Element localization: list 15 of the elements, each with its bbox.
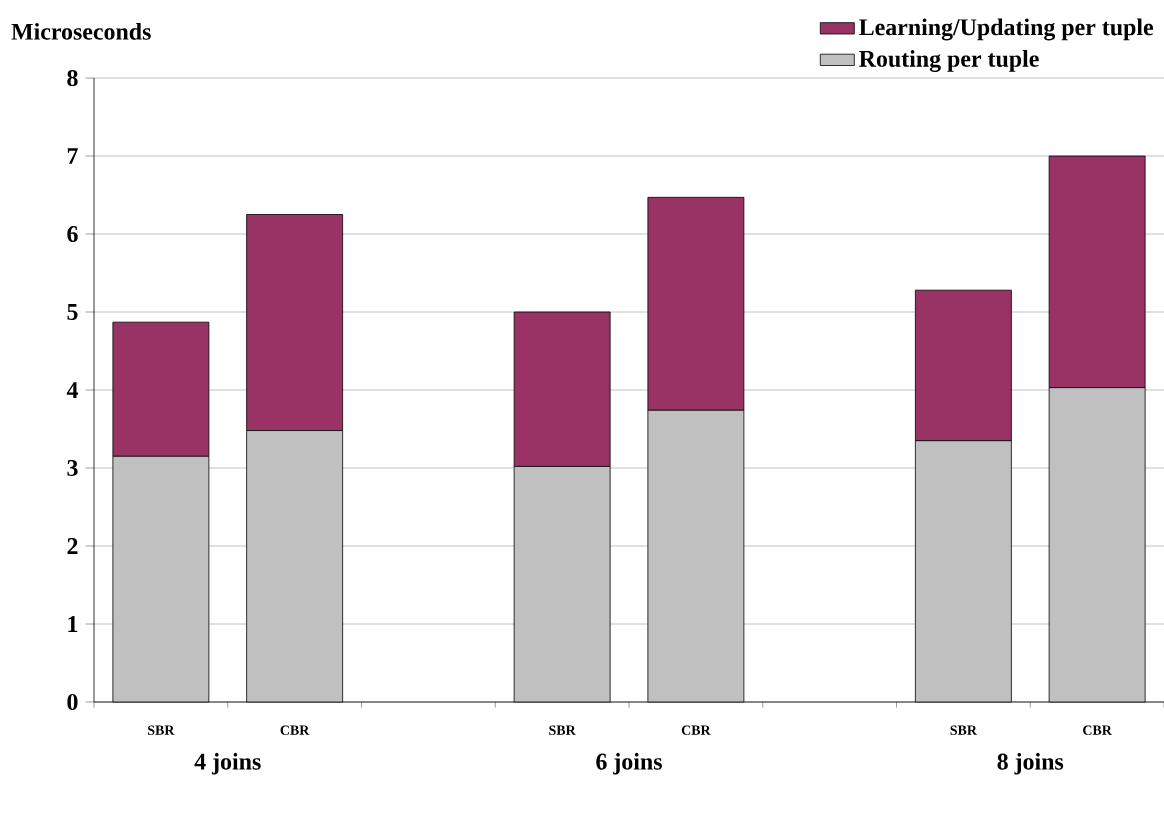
- y-tick-label: 2: [67, 538, 78, 554]
- y-tick-label: 1: [68, 616, 78, 632]
- y-tick-label: 0: [67, 693, 78, 711]
- text: 6 joins: [596, 752, 662, 775]
- y-tick-label: 3: [67, 459, 78, 477]
- y-tick-label: 4: [66, 382, 78, 398]
- y-tick-label: 5: [67, 304, 78, 320]
- y-axis-title: Microseconds: [11, 22, 151, 40]
- y-tick-label: 7: [67, 148, 78, 164]
- legend-label: Routing per tuple: [859, 50, 1039, 72]
- y-tick-label: 6: [67, 225, 78, 243]
- legend-label: Learning/Updating per tuple: [859, 18, 1154, 41]
- y-tick-label: 8: [67, 69, 78, 87]
- text: 8 joins: [997, 752, 1064, 775]
- text: 4 joins: [194, 752, 261, 775]
